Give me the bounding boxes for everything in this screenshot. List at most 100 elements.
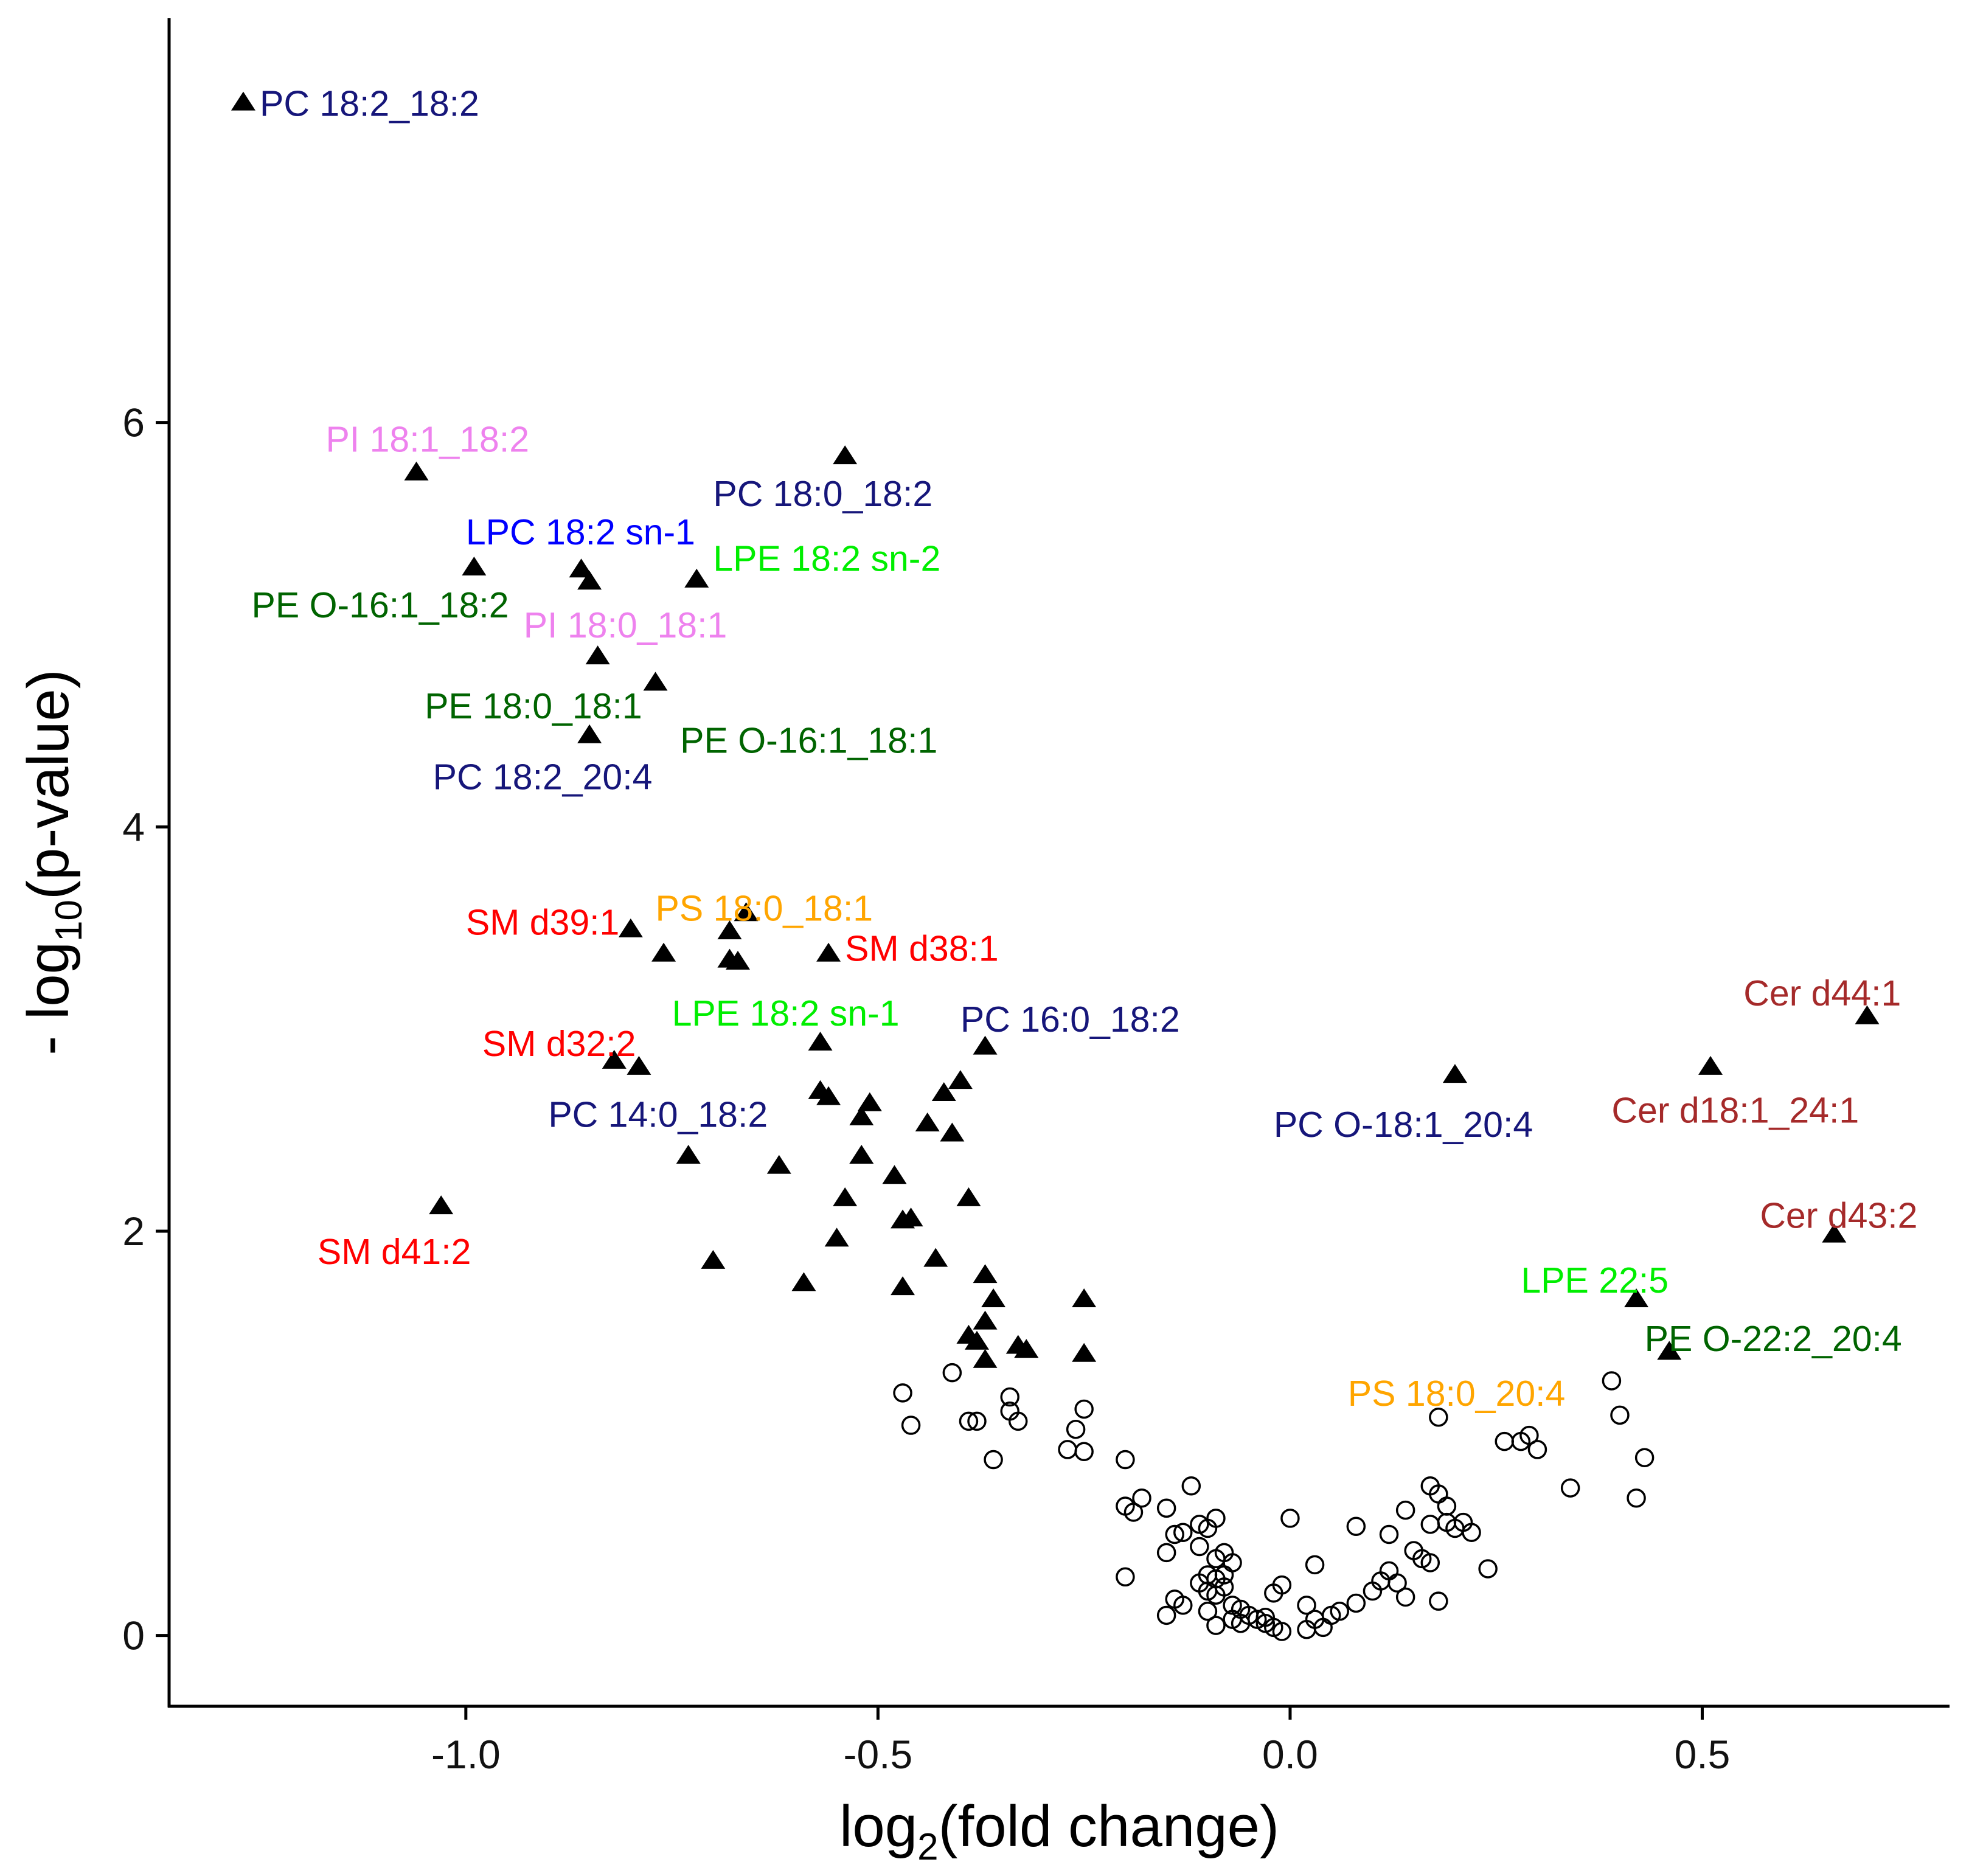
nonsignificant-point [1132,1488,1151,1508]
nonsignificant-point [1223,1610,1242,1629]
nonsignificant-point [893,1383,912,1403]
significant-point [577,571,602,590]
nonsignificant-point [1181,1476,1201,1496]
nonsignificant-point [1156,1543,1176,1563]
nonsignificant-point [942,1363,962,1383]
point-label: PE O-16:1_18:2 [252,585,509,625]
nonsignificant-point [1280,1509,1300,1528]
x-axis-title: log2(fold change) [839,1794,1279,1868]
point-label: PC 18:2_18:2 [260,84,479,124]
nonsignificant-point [1198,1602,1218,1621]
point-label: PS 18:0_18:1 [656,888,873,928]
significant-point [726,951,751,970]
point-label: Cer d44:1 [1743,973,1901,1013]
nonsignificant-point [1156,1498,1176,1518]
nonsignificant-point [1206,1509,1226,1528]
nonsignificant-point [984,1450,1003,1470]
nonsignificant-point [1255,1608,1276,1627]
point-label: PE O-16:1_18:1 [680,720,937,760]
point-label: PC O-18:1_20:4 [1274,1105,1533,1145]
significant-point [948,1070,973,1089]
point-label: PC 18:2_20:4 [433,757,653,797]
nonsignificant-point [1610,1405,1630,1425]
nonsignificant-point [1462,1523,1481,1542]
significant-point [816,942,841,962]
data-points [231,91,1880,1641]
significant-point [462,556,487,575]
x-tick-label: 0.0 [1262,1732,1318,1777]
point-label: SM d32:2 [482,1024,636,1064]
point-label: LPC 18:2 sn-1 [466,512,695,552]
nonsignificant-point [1116,1450,1135,1470]
nonsignificant-point [1602,1371,1622,1391]
significant-point [891,1276,915,1296]
nonsignificant-point [1395,1500,1415,1520]
significant-point [973,1310,998,1330]
point-annotations: PC 18:2_18:2 PI 18:1_18:2 PC 18:0_18:2 LPC … [252,84,1918,1414]
significant-point [849,1106,874,1125]
significant-point [684,568,709,588]
nonsignificant-point [1264,1583,1283,1603]
nonsignificant-point [1346,1516,1366,1536]
significant-point [651,942,676,962]
nonsignificant-point [1074,1442,1094,1462]
significant-point [602,1049,627,1069]
significant-point [429,1195,454,1215]
nonsignificant-point [1214,1565,1234,1585]
nonsignificant-point [1165,1589,1184,1609]
nonsignificant-point [1346,1593,1366,1613]
significant-point [569,558,594,578]
significant-point [1442,1064,1467,1083]
nonsignificant-point [1123,1503,1144,1522]
significant-point [676,1145,701,1164]
significant-point [618,918,643,937]
nonsignificant-point [1297,1596,1316,1615]
significant-point [1014,1339,1039,1358]
nonsignificant-point [1330,1602,1349,1621]
nonsignificant-point [1066,1419,1086,1439]
significant-point [849,1145,874,1164]
nonsignificant-point [1156,1605,1176,1625]
significant-point [956,1187,981,1206]
y-tick-label: 6 [122,400,145,445]
nonsignificant-point [1429,1591,1448,1611]
nonsignificant-point [1173,1523,1193,1542]
point-label: SM d39:1 [466,903,620,943]
x-tick-label: -1.0 [431,1732,501,1777]
nonsignificant-point [1116,1567,1135,1587]
significant-point [898,1207,923,1227]
significant-point [643,672,668,691]
nonsignificant-point [1527,1440,1547,1459]
significant-point [577,724,602,743]
significant-point [1855,1005,1880,1024]
point-label: PC 16:0_18:2 [960,999,1180,1040]
significant-point [701,1249,726,1269]
nonsignificant-point [1387,1573,1407,1593]
significant-point [940,1122,965,1142]
significant-point [585,645,610,665]
point-label: Cer d43:2 [1760,1195,1917,1235]
nonsignificant-point [1519,1425,1539,1445]
significant-point [973,1349,998,1368]
point-label: PE 18:0_18:1 [425,686,642,726]
nonsignificant-point [1478,1559,1498,1579]
nonsignificant-point [1008,1411,1028,1431]
point-label: PS 18:0_20:4 [1348,1374,1566,1414]
nonsignificant-point [1429,1408,1448,1427]
significant-point [404,461,429,481]
nonsignificant-point [1272,1622,1292,1641]
significant-point [833,445,858,465]
nonsignificant-point [1165,1524,1184,1544]
nonsignificant-point [1634,1448,1655,1467]
point-label: LPE 18:2 sn-2 [713,538,940,578]
point-label: PI 18:0_18:1 [524,605,728,645]
nonsignificant-point [1420,1553,1440,1572]
nonsignificant-point [959,1411,979,1431]
nonsignificant-point [967,1411,987,1431]
x-tick-label: 0.5 [1675,1732,1731,1777]
point-label: Cer d18:1_24:1 [1611,1091,1859,1131]
nonsignificant-point [1305,1555,1325,1575]
nonsignificant-point [1206,1616,1226,1635]
significant-point [833,1187,858,1206]
nonsignificant-point [1560,1478,1580,1498]
